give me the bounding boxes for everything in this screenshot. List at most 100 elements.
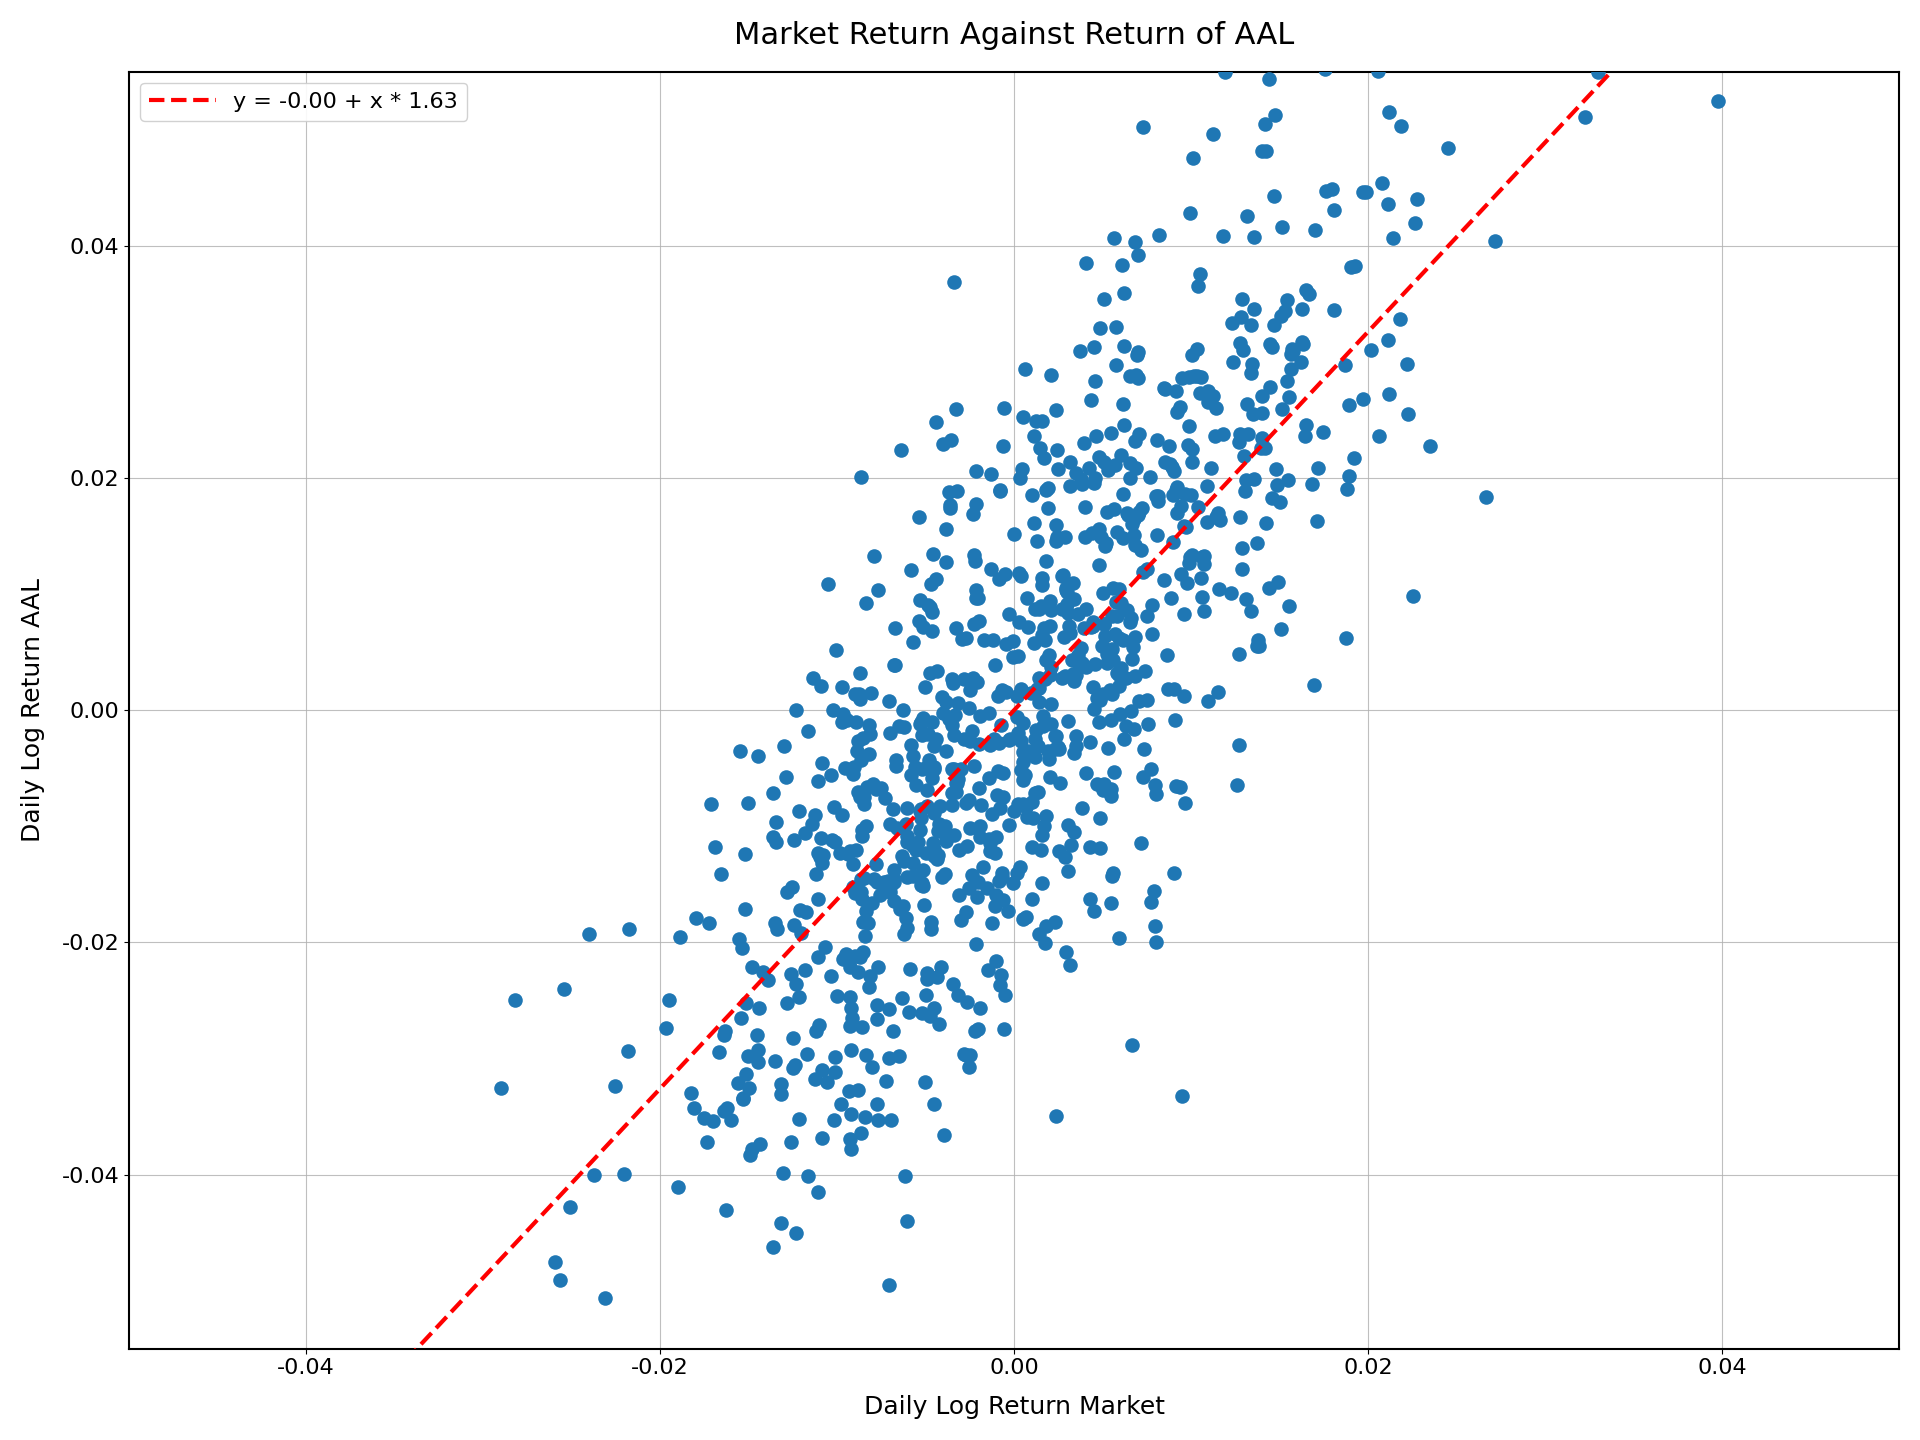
Point [1258, 487, 1288, 510]
Point [972, 877, 1002, 900]
Point [806, 852, 837, 876]
Point [799, 804, 829, 827]
Point [1037, 693, 1068, 716]
Point [893, 825, 924, 848]
Point [958, 755, 989, 778]
Point [945, 838, 975, 861]
Point [835, 955, 866, 978]
Point [1069, 495, 1100, 518]
Point [818, 796, 849, 819]
Point [730, 897, 760, 920]
Point [870, 1070, 900, 1093]
Point [851, 1044, 881, 1067]
Point [887, 894, 918, 917]
Point [1087, 582, 1117, 605]
Point [824, 841, 854, 864]
Point [1175, 482, 1206, 505]
Point [1039, 724, 1069, 747]
Point [1181, 364, 1212, 387]
Point [918, 1093, 948, 1116]
Point [737, 1138, 768, 1161]
Point [958, 613, 989, 636]
Point [1127, 560, 1158, 583]
Point [1085, 806, 1116, 829]
Point [837, 852, 868, 876]
Point [781, 698, 812, 721]
Point [920, 802, 950, 825]
Point [1119, 230, 1150, 253]
Point [1348, 180, 1379, 203]
Point [1123, 690, 1154, 713]
Point [1081, 425, 1112, 448]
Point [968, 855, 998, 878]
Point [1077, 521, 1108, 544]
Point [1079, 471, 1110, 494]
Point [1231, 204, 1261, 228]
Point [1171, 572, 1202, 595]
Point [987, 863, 1018, 886]
Point [1079, 652, 1110, 675]
Point [922, 847, 952, 870]
Point [1060, 734, 1091, 757]
Point [948, 727, 979, 750]
Point [1108, 628, 1139, 651]
Point [939, 723, 970, 746]
Point [1029, 667, 1060, 690]
Point [1269, 300, 1300, 323]
Point [970, 628, 1000, 651]
Point [852, 776, 883, 799]
Point [966, 815, 996, 838]
Point [989, 762, 1020, 785]
Point [1140, 914, 1171, 937]
Point [1087, 779, 1117, 802]
Point [849, 793, 879, 816]
Point [781, 972, 812, 995]
Point [924, 1012, 954, 1035]
Point [843, 780, 874, 804]
Point [1108, 334, 1139, 357]
Point [1148, 376, 1179, 399]
Point [879, 616, 910, 639]
Point [828, 711, 858, 734]
Point [989, 888, 1020, 912]
Point [1187, 366, 1217, 389]
Point [783, 799, 814, 822]
Point [902, 831, 933, 854]
Point [1160, 459, 1190, 482]
Point [983, 684, 1014, 707]
Point [1158, 861, 1188, 884]
Point [589, 1286, 620, 1309]
Point [1116, 606, 1146, 629]
Point [1025, 436, 1056, 459]
Y-axis label: Daily Log Return AAL: Daily Log Return AAL [21, 579, 44, 842]
Point [1085, 317, 1116, 340]
Point [950, 792, 981, 815]
Point [1311, 180, 1342, 203]
Point [1014, 740, 1044, 763]
Point [1021, 719, 1052, 742]
Point [937, 973, 968, 996]
Point [1048, 625, 1079, 648]
Point [920, 757, 950, 780]
Point [1261, 474, 1292, 497]
Point [1089, 287, 1119, 310]
Point [914, 749, 945, 772]
Point [941, 704, 972, 727]
Point [879, 858, 910, 881]
Point [816, 965, 847, 988]
Point [1058, 572, 1089, 595]
Point [770, 766, 801, 789]
Point [1050, 526, 1081, 549]
Point [941, 480, 972, 503]
Point [862, 870, 893, 893]
Point [693, 912, 724, 935]
Point [835, 985, 866, 1008]
Point [1363, 59, 1394, 82]
Point [1238, 225, 1269, 248]
Point [989, 1017, 1020, 1040]
Point [852, 743, 883, 766]
Point [962, 886, 993, 909]
Point [966, 793, 996, 816]
Point [1415, 435, 1446, 458]
Point [979, 727, 1010, 750]
